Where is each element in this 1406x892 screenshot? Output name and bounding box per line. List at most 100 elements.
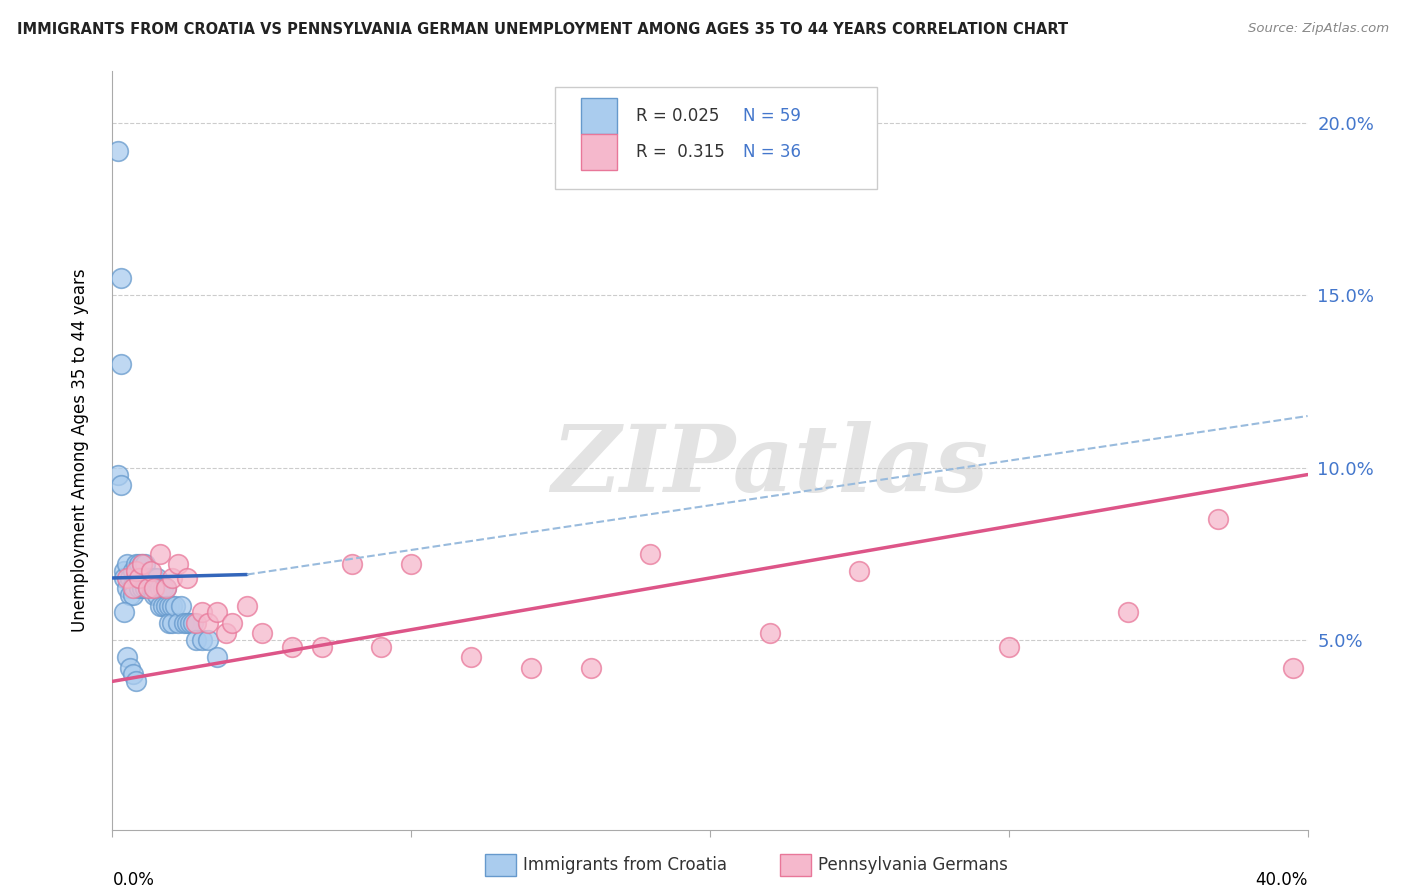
Point (170, 599, 193, 613)
Point (579, 660, 602, 674)
Point (152, 582, 174, 596)
Point (155, 582, 177, 596)
Point (141, 582, 163, 596)
Point (134, 582, 156, 596)
Point (205, 650, 228, 665)
Point (134, 557, 156, 572)
Point (128, 557, 150, 572)
Point (138, 582, 160, 596)
Point (1206, 512, 1229, 526)
Point (125, 557, 148, 572)
Point (1281, 660, 1303, 674)
Point (128, 571, 150, 585)
Point (640, 547, 662, 561)
Point (117, 582, 139, 596)
Point (122, 588, 145, 602)
Point (122, 667, 145, 681)
Point (176, 615, 198, 630)
Text: Immigrants from Croatia: Immigrants from Croatia (523, 856, 727, 874)
Point (186, 633, 208, 648)
Point (122, 578, 145, 592)
FancyBboxPatch shape (581, 98, 617, 135)
Point (152, 599, 174, 613)
Point (114, 571, 135, 585)
Text: N = 59: N = 59 (744, 107, 801, 125)
Text: ZIPatlas: ZIPatlas (551, 421, 988, 510)
Y-axis label: Unemployment Among Ages 35 to 44 years: Unemployment Among Ages 35 to 44 years (70, 268, 89, 632)
Point (401, 557, 423, 572)
Point (131, 571, 153, 585)
Point (155, 582, 177, 596)
Point (146, 571, 169, 585)
Point (143, 571, 166, 585)
Point (370, 640, 392, 654)
Point (162, 599, 183, 613)
Point (998, 640, 1021, 654)
Point (146, 588, 169, 602)
Point (162, 571, 183, 585)
Point (143, 582, 166, 596)
Point (179, 615, 201, 630)
Point (155, 599, 177, 613)
Point (110, 478, 132, 492)
Point (149, 582, 172, 596)
Point (128, 582, 150, 596)
Point (191, 606, 214, 620)
Point (157, 615, 180, 630)
Point (131, 582, 153, 596)
Text: 0.0%: 0.0% (112, 871, 155, 889)
Point (120, 588, 142, 602)
Text: IMMIGRANTS FROM CROATIA VS PENNSYLVANIA GERMAN UNEMPLOYMENT AMONG AGES 35 TO 44 : IMMIGRANTS FROM CROATIA VS PENNSYLVANIA … (17, 22, 1069, 37)
Point (141, 571, 163, 585)
Point (250, 626, 273, 640)
Point (134, 571, 156, 585)
Text: R = 0.025: R = 0.025 (636, 107, 720, 125)
Point (117, 650, 139, 665)
Point (176, 571, 198, 585)
Point (125, 571, 148, 585)
Point (167, 615, 190, 630)
Point (167, 557, 190, 572)
Point (157, 599, 180, 613)
Point (460, 650, 482, 665)
Point (114, 564, 135, 578)
Point (149, 547, 172, 561)
Point (125, 564, 148, 578)
Point (205, 606, 228, 620)
Point (848, 564, 870, 578)
Point (311, 640, 333, 654)
Point (221, 615, 243, 630)
Point (759, 626, 782, 640)
Point (197, 615, 219, 630)
Point (141, 564, 163, 578)
Text: Pennsylvania Germans: Pennsylvania Germans (818, 856, 1008, 874)
Point (120, 571, 142, 585)
Point (131, 557, 153, 572)
Text: Source: ZipAtlas.com: Source: ZipAtlas.com (1249, 22, 1389, 36)
Point (107, 467, 129, 482)
Point (122, 564, 145, 578)
Point (110, 357, 132, 371)
Point (143, 588, 166, 602)
Point (149, 599, 172, 613)
Text: N = 36: N = 36 (744, 143, 801, 161)
Text: 40.0%: 40.0% (1256, 871, 1308, 889)
FancyBboxPatch shape (554, 87, 877, 189)
Point (110, 271, 132, 285)
Point (138, 582, 160, 596)
Point (138, 571, 160, 585)
Point (120, 660, 142, 674)
Point (128, 571, 150, 585)
Point (125, 674, 148, 689)
Point (131, 557, 153, 572)
Point (165, 599, 187, 613)
FancyBboxPatch shape (581, 134, 617, 170)
Point (340, 557, 363, 572)
Point (236, 599, 259, 613)
Point (520, 660, 543, 674)
Point (107, 144, 129, 158)
Point (197, 633, 219, 648)
Point (114, 606, 135, 620)
Point (117, 557, 139, 572)
Point (281, 640, 304, 654)
